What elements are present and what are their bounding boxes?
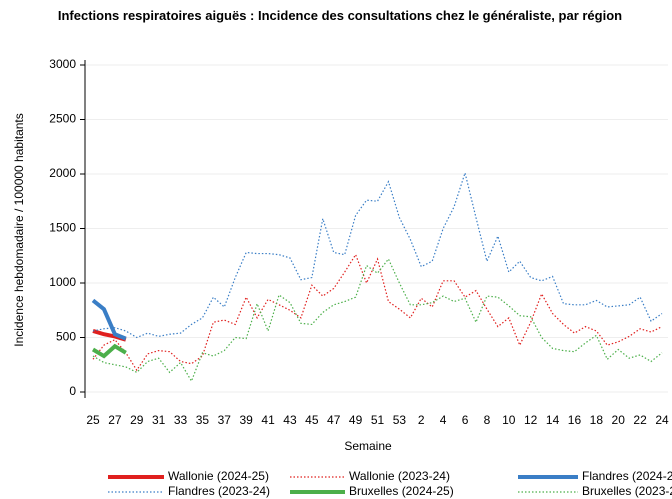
x-tick-label: 43 [283,413,297,427]
x-tick-label: 10 [502,413,516,427]
legend-label: Wallonie (2023-24) [349,469,450,483]
x-tick-label: 14 [546,413,560,427]
x-tick-label: 35 [196,413,210,427]
x-tick-label: 29 [130,413,144,427]
x-tick-label: 37 [218,413,232,427]
series-line [92,257,663,383]
x-tick-label: 33 [174,413,188,427]
x-tick-label: 12 [524,413,538,427]
chart-title: Infections respiratoires aiguës : Incide… [57,8,623,23]
y-tick-label: 3000 [49,57,76,71]
x-tick-label: 31 [152,413,166,427]
y-tick-label: 1500 [49,221,76,235]
x-tick-label: 39 [240,413,254,427]
y-tick-label: 2000 [49,166,76,180]
y-tick-label: 0 [69,384,76,398]
y-tick-label: 500 [56,330,76,344]
y-tick-label: 2500 [49,112,76,126]
y-axis-label: Incidence hebdomadaire / 100000 habitant… [12,113,26,347]
x-tick-label: 20 [612,413,626,427]
x-tick-label: 53 [393,413,407,427]
x-tick-label: 41 [261,413,275,427]
x-axis-label: Semaine [344,439,392,453]
x-tick-label: 8 [484,413,491,427]
x-tick-label: 24 [655,413,669,427]
x-tick-label: 51 [371,413,385,427]
x-tick-label: 16 [568,413,582,427]
x-tick-label: 45 [305,413,319,427]
legend-label: Bruxelles (2024-25) [349,484,454,498]
series-line [91,298,127,341]
x-tick-label: 49 [349,413,363,427]
y-tick-label: 1000 [49,275,76,289]
series-line [92,170,663,339]
x-tick-label: 4 [440,413,447,427]
legend-label: Flandres (2023-24) [168,484,270,498]
legend-label: Bruxelles (2023-24) [582,484,672,498]
x-tick-label: 22 [633,413,647,427]
series-line [92,253,663,372]
x-tick-label: 6 [462,413,469,427]
x-tick-label: 2 [418,413,425,427]
x-tick-label: 47 [327,413,341,427]
legend-label: Wallonie (2024-25) [168,469,269,483]
legend-label: Flandres (2024-25) [582,469,672,483]
x-tick-label: 18 [590,413,604,427]
x-tick-label: 25 [86,413,100,427]
x-tick-label: 27 [108,413,122,427]
series-line [91,343,127,359]
